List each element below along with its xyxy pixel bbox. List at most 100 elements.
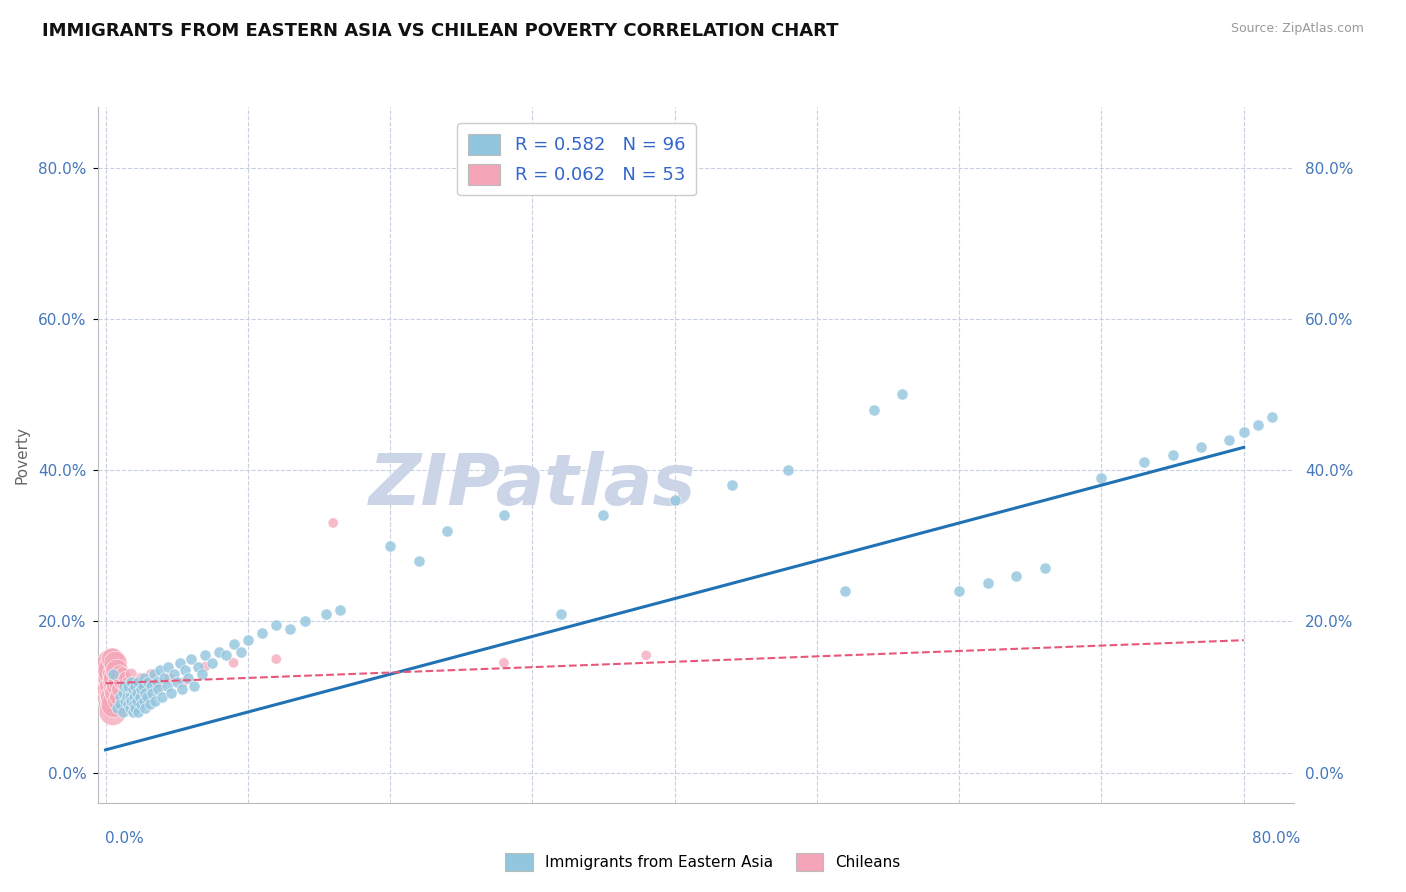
Point xyxy=(141,686,163,700)
Point xyxy=(222,637,245,651)
Point xyxy=(107,674,129,689)
Point xyxy=(492,508,515,523)
Point xyxy=(1189,441,1212,455)
Point xyxy=(104,656,127,670)
Point xyxy=(101,694,124,708)
Point xyxy=(778,463,800,477)
Text: ZIPatlas: ZIPatlas xyxy=(368,450,696,520)
Point xyxy=(1261,410,1284,425)
Point xyxy=(1033,561,1056,575)
Point xyxy=(436,524,458,538)
Point xyxy=(134,674,156,689)
Point xyxy=(132,694,155,708)
Point xyxy=(128,690,150,704)
Point xyxy=(191,667,214,681)
Point xyxy=(177,671,200,685)
Point xyxy=(159,671,181,685)
Point xyxy=(1218,433,1240,447)
Point xyxy=(108,698,131,712)
Point xyxy=(115,690,138,704)
Point xyxy=(101,690,124,704)
Point xyxy=(408,554,430,568)
Point xyxy=(98,698,121,712)
Point xyxy=(103,674,125,689)
Point xyxy=(163,667,186,681)
Point xyxy=(105,664,128,678)
Point xyxy=(550,607,572,621)
Point xyxy=(492,656,515,670)
Point xyxy=(124,701,146,715)
Point xyxy=(125,694,148,708)
Point xyxy=(229,644,252,658)
Point xyxy=(152,690,174,704)
Point xyxy=(294,615,316,629)
Point xyxy=(194,659,217,673)
Point xyxy=(129,698,152,712)
Point xyxy=(187,659,209,673)
Point xyxy=(117,674,139,689)
Point xyxy=(1233,425,1256,440)
Point xyxy=(134,701,156,715)
Point xyxy=(183,679,205,693)
Point xyxy=(120,674,142,689)
Text: IMMIGRANTS FROM EASTERN ASIA VS CHILEAN POVERTY CORRELATION CHART: IMMIGRANTS FROM EASTERN ASIA VS CHILEAN … xyxy=(42,22,839,40)
Point xyxy=(105,701,128,715)
Point xyxy=(131,679,153,693)
Point xyxy=(103,659,125,673)
Point xyxy=(129,671,152,685)
Point xyxy=(98,659,121,673)
Point xyxy=(111,705,134,719)
Point xyxy=(107,690,129,704)
Point xyxy=(948,584,970,599)
Point xyxy=(118,690,141,704)
Point xyxy=(97,674,120,689)
Point xyxy=(143,694,166,708)
Point xyxy=(124,679,146,693)
Point xyxy=(115,682,138,697)
Point xyxy=(172,682,194,697)
Point xyxy=(120,694,142,708)
Point xyxy=(127,674,149,689)
Point xyxy=(166,674,188,689)
Point xyxy=(105,694,128,708)
Point xyxy=(122,690,145,704)
Point xyxy=(121,682,143,697)
Point xyxy=(139,679,162,693)
Point xyxy=(101,674,124,689)
Point xyxy=(208,644,231,658)
Point xyxy=(115,682,138,697)
Point xyxy=(156,679,179,693)
Point xyxy=(108,667,131,681)
Text: Source: ZipAtlas.com: Source: ZipAtlas.com xyxy=(1230,22,1364,36)
Point xyxy=(148,682,170,697)
Point xyxy=(222,656,245,670)
Point xyxy=(104,671,127,685)
Point xyxy=(117,679,139,693)
Point xyxy=(100,679,122,693)
Point xyxy=(120,667,142,681)
Point xyxy=(720,478,742,492)
Point xyxy=(180,652,202,666)
Point xyxy=(101,652,124,666)
Point xyxy=(122,698,145,712)
Point xyxy=(111,667,134,681)
Point xyxy=(264,618,287,632)
Point xyxy=(103,682,125,697)
Point xyxy=(142,667,165,681)
Point xyxy=(110,674,132,689)
Point xyxy=(134,686,156,700)
Point xyxy=(136,674,159,689)
Point xyxy=(100,656,122,670)
Point xyxy=(664,493,686,508)
Point xyxy=(862,402,884,417)
Point xyxy=(127,705,149,719)
Point xyxy=(103,698,125,712)
Point xyxy=(264,652,287,666)
Point xyxy=(215,648,238,663)
Point xyxy=(592,508,614,523)
Point xyxy=(149,664,172,678)
Point xyxy=(378,539,401,553)
Point xyxy=(169,656,191,670)
Point xyxy=(1247,417,1270,432)
Point xyxy=(105,679,128,693)
